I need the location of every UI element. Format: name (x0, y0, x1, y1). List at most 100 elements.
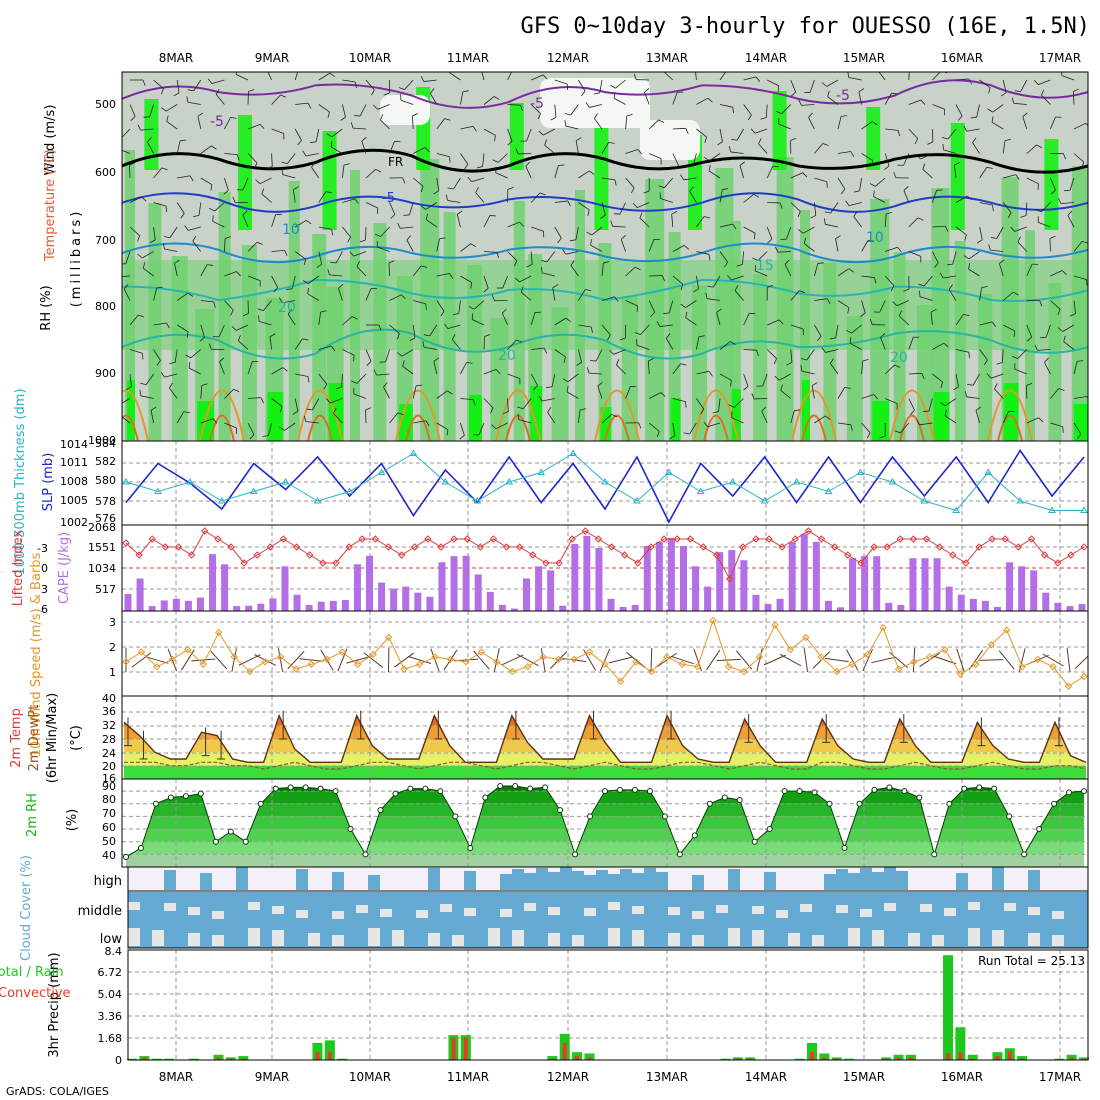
li-marker (594, 535, 603, 543)
wind-barb (808, 117, 815, 130)
wind-barb-flag (849, 337, 852, 344)
wind-barb (837, 422, 851, 426)
wind-barb-flag (406, 235, 412, 241)
wind-barb (567, 373, 579, 383)
wind-barb (507, 251, 518, 261)
wind-barb-flag (609, 349, 614, 355)
wind-barb (436, 273, 450, 277)
wind-barb-flag (868, 239, 875, 242)
wind-barb (659, 324, 673, 327)
wind-barb-flag (914, 138, 919, 145)
cloud-high-cell (500, 874, 512, 890)
wind-barb (436, 177, 440, 191)
wind-barb-flag (608, 141, 615, 144)
wind-barb-flag (260, 397, 264, 404)
wind10m-barb (516, 653, 539, 667)
wind-barb (636, 344, 650, 350)
rh-marker (1081, 788, 1087, 795)
wind-barb (176, 324, 189, 333)
wind-barb (1045, 324, 1051, 338)
axis-label-thickness: 1000-500mb Thickness (dm) (13, 388, 28, 575)
wind-barb-flag (894, 364, 901, 368)
axis-label-rh2m: 2m RH (25, 793, 40, 837)
date-label: 11MAR (447, 1070, 489, 1084)
wind-barb-flag (940, 402, 946, 407)
cape-bar (595, 548, 603, 611)
wind-barb-flag (378, 324, 382, 331)
precip-total-bar (164, 1058, 175, 1060)
wind-barb-flag (1011, 355, 1018, 360)
wind-barb (541, 398, 555, 402)
wind-barb (200, 177, 213, 186)
wind-barb-flag (514, 260, 518, 267)
wind-barb (412, 385, 417, 399)
wind-barb (778, 123, 791, 130)
wind-barb (1017, 349, 1028, 359)
wind10m-line (125, 618, 1085, 687)
wind-barb (365, 79, 375, 91)
cloud-row-low: low (100, 932, 123, 947)
wind-barb (932, 225, 946, 228)
precip-bars (127, 955, 1089, 1060)
wind-barb-flag (552, 284, 559, 289)
y-tick-label: 36 (102, 705, 116, 718)
wind-barb (176, 411, 185, 424)
wind-barb (164, 373, 178, 378)
cloud-mid-clear (692, 911, 704, 919)
li-marker (148, 535, 156, 543)
wind-barb (342, 79, 356, 83)
contour-label: -5 (210, 114, 224, 130)
li-marker (358, 535, 366, 543)
wind-barb (672, 422, 676, 436)
li-marker (529, 551, 537, 559)
li-marker (673, 535, 681, 543)
wind-barb-flag (835, 235, 841, 240)
wind-barb (908, 372, 922, 375)
wind10m-marker (338, 648, 347, 656)
cape-bar (788, 541, 796, 611)
wind10m-marker (925, 653, 934, 661)
wind-barb (294, 219, 307, 228)
wind-barb-flag (502, 308, 507, 314)
wind-barb-flag (542, 74, 548, 80)
li-marker (712, 551, 721, 559)
y-tick-label: 900 (95, 367, 116, 380)
wind-barb (1073, 361, 1078, 375)
cloud-high-cell (992, 867, 1004, 890)
y-tick-label: 40 (102, 849, 116, 862)
li-marker (411, 543, 419, 551)
wind-barbs (122, 72, 1088, 440)
wind-barb (880, 337, 886, 350)
cape-bar (341, 600, 349, 611)
wind-barb-flag (689, 186, 694, 192)
wind-barb (460, 125, 474, 130)
wind10m-barb (650, 647, 653, 673)
wind-y-ticks: 1 2 3 (109, 616, 116, 679)
wind-barb (140, 128, 154, 131)
wind-barb (944, 398, 957, 407)
wind-barb-flag (302, 338, 309, 341)
wind-barb-flag (946, 263, 953, 266)
wind10m-marker (585, 648, 594, 656)
wind-barb (474, 300, 485, 310)
cloud-low-clear (488, 928, 500, 946)
cloud-high-cell (428, 868, 440, 890)
wind-barb (644, 92, 650, 105)
wind-barb-flag (705, 292, 708, 299)
wind-barb (531, 74, 544, 81)
wind-barb-flag (161, 88, 164, 95)
rh-marker (332, 788, 339, 795)
wind-barb-flag (1044, 357, 1049, 363)
cloud-mid-clear (968, 902, 980, 910)
wind-barb-flag (903, 186, 909, 191)
wind10m-barb (1075, 655, 1088, 669)
wind-barb (176, 140, 181, 154)
cloud-high-cell (524, 873, 536, 890)
wind-barb (647, 361, 650, 375)
wind-barb-flag (1017, 236, 1021, 243)
cape-bar (981, 600, 989, 611)
wind-barb-flag (643, 190, 650, 194)
wind-barb-flag (201, 383, 208, 386)
cloud-high-cell (464, 871, 476, 890)
